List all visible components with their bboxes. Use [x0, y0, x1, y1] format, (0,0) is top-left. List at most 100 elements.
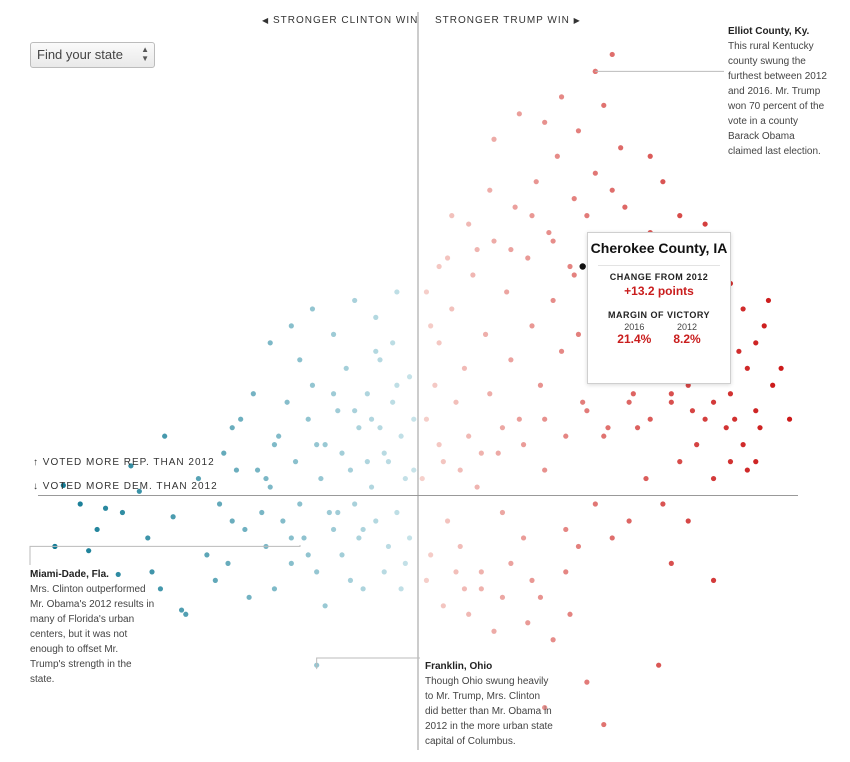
county-dot[interactable] [554, 153, 560, 159]
county-dot[interactable] [221, 450, 227, 456]
county-dot[interactable] [436, 340, 442, 346]
county-dot[interactable] [508, 246, 514, 253]
county-dot[interactable] [423, 416, 430, 422]
county-dot[interactable] [128, 463, 134, 469]
county-dot[interactable] [267, 484, 273, 490]
county-dot[interactable] [356, 425, 362, 431]
county-dot[interactable] [677, 459, 683, 465]
county-dot[interactable] [267, 340, 273, 346]
county-dot[interactable] [478, 450, 484, 456]
county-dot[interactable] [411, 416, 417, 422]
county-dot[interactable] [508, 560, 514, 566]
county-dot[interactable] [584, 679, 590, 685]
county-dot[interactable] [402, 560, 408, 566]
county-dot[interactable] [563, 526, 569, 533]
county-dot[interactable] [710, 577, 717, 583]
county-dot[interactable] [770, 382, 776, 388]
county-dot[interactable] [238, 416, 244, 422]
county-dot[interactable] [605, 425, 611, 431]
county-dot[interactable] [630, 391, 636, 397]
county-dot[interactable] [364, 459, 370, 465]
county-dot[interactable] [402, 475, 408, 482]
county-dot[interactable] [390, 399, 396, 405]
county-dot[interactable] [356, 535, 362, 541]
county-dot[interactable] [178, 607, 185, 613]
county-dot[interactable] [246, 594, 252, 600]
county-dot[interactable] [694, 442, 700, 448]
county-dot[interactable] [499, 509, 506, 516]
county-dot[interactable] [504, 289, 510, 295]
county-dot[interactable] [297, 357, 303, 363]
county-dot[interactable] [432, 382, 438, 388]
county-dot[interactable] [406, 374, 413, 380]
county-dot[interactable] [373, 348, 379, 354]
county-dot[interactable] [314, 569, 320, 575]
county-dot[interactable] [250, 391, 256, 397]
county-dot[interactable] [710, 399, 717, 405]
county-dot[interactable] [335, 509, 341, 516]
county-dot[interactable] [373, 314, 379, 320]
county-dot[interactable] [309, 306, 316, 312]
county-dot[interactable] [352, 408, 358, 414]
county-dot[interactable] [491, 136, 497, 142]
county-dot[interactable] [449, 306, 455, 312]
county-dot[interactable] [563, 569, 569, 575]
county-dot[interactable] [525, 620, 531, 626]
county-dot[interactable] [710, 475, 717, 482]
county-dot[interactable] [660, 501, 666, 507]
county-dot[interactable] [474, 484, 480, 490]
county-dot[interactable] [326, 509, 332, 516]
county-dot[interactable] [352, 297, 358, 304]
county-dot[interactable] [102, 505, 109, 511]
highlighted-county-dot[interactable] [579, 263, 586, 270]
county-dot[interactable] [601, 721, 607, 728]
county-dot[interactable] [263, 475, 269, 482]
county-dot[interactable] [575, 128, 582, 134]
county-dot[interactable] [647, 153, 653, 159]
county-dot[interactable] [385, 459, 392, 465]
county-dot[interactable] [195, 475, 202, 482]
county-dot[interactable] [609, 535, 615, 541]
county-dot[interactable] [390, 340, 396, 346]
county-dot[interactable] [495, 450, 501, 456]
county-dot[interactable] [753, 340, 759, 346]
county-dot[interactable] [183, 611, 189, 617]
county-dot[interactable] [149, 569, 155, 575]
county-dot[interactable] [685, 518, 691, 524]
county-dot[interactable] [546, 229, 552, 236]
county-dot[interactable] [533, 179, 539, 185]
county-dot[interactable] [360, 586, 366, 592]
county-dot[interactable] [322, 603, 328, 609]
county-dot[interactable] [314, 442, 320, 448]
county-dot[interactable] [449, 213, 455, 219]
county-dot[interactable] [529, 213, 535, 219]
county-dot[interactable] [339, 552, 345, 558]
county-dot[interactable] [542, 704, 548, 711]
county-dot[interactable] [668, 391, 674, 397]
county-dot[interactable] [259, 509, 265, 516]
county-dot[interactable] [204, 552, 210, 558]
county-dot[interactable] [423, 289, 430, 295]
county-dot[interactable] [626, 518, 632, 524]
county-dot[interactable] [398, 433, 404, 439]
county-dot[interactable] [550, 238, 556, 244]
county-dot[interactable] [352, 501, 358, 507]
county-dot[interactable] [309, 382, 316, 388]
county-dot[interactable] [491, 628, 497, 634]
county-dot[interactable] [550, 637, 556, 643]
county-dot[interactable] [702, 221, 708, 227]
county-dot[interactable] [381, 450, 387, 456]
county-dot[interactable] [94, 526, 100, 533]
county-dot[interactable] [508, 357, 514, 363]
county-dot[interactable] [330, 391, 337, 397]
county-dot[interactable] [453, 569, 459, 575]
county-dot[interactable] [444, 255, 451, 261]
county-dot[interactable] [394, 509, 400, 516]
county-dot[interactable] [335, 408, 341, 414]
county-dot[interactable] [466, 611, 472, 617]
county-dot[interactable] [740, 442, 746, 448]
county-dot[interactable] [440, 459, 446, 465]
county-dot[interactable] [428, 552, 434, 558]
county-dot[interactable] [385, 543, 392, 550]
county-dot[interactable] [660, 179, 666, 185]
